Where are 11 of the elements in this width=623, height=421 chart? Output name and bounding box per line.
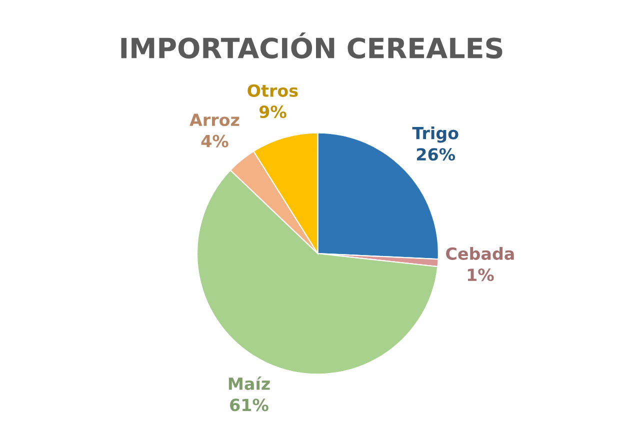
data-label: 4% <box>201 134 228 148</box>
data-label: 9% <box>259 106 286 118</box>
slice-label: Otros <box>248 84 298 97</box>
data-label: 1% <box>468 268 494 282</box>
data-label: 61% <box>230 398 268 412</box>
slice-label: Cebada <box>446 247 514 260</box>
data-label: 26% <box>416 148 456 161</box>
chart-title: IMPORTACIÓN CEREALES <box>121 32 502 59</box>
slice-label: Trigo <box>412 126 458 143</box>
slice-label: Maíz <box>228 376 270 390</box>
slice-label: Arroz <box>190 114 240 126</box>
